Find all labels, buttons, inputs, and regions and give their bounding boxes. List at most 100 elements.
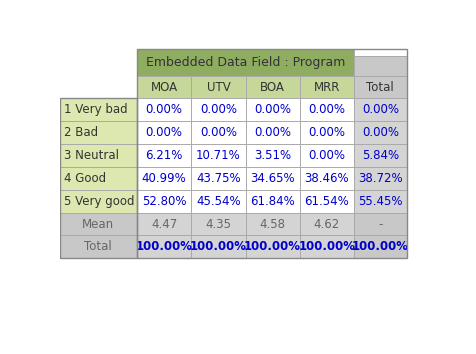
Text: 4.62: 4.62 bbox=[314, 218, 340, 231]
Text: 52.80%: 52.80% bbox=[142, 195, 187, 209]
Bar bbox=[300, 213, 354, 235]
Bar bbox=[354, 235, 407, 258]
Bar bbox=[246, 213, 300, 235]
Bar bbox=[246, 167, 300, 190]
Bar bbox=[191, 144, 246, 167]
Bar bbox=[354, 190, 407, 213]
Text: Embedded Data Field : Program: Embedded Data Field : Program bbox=[146, 56, 345, 69]
Bar bbox=[354, 98, 407, 121]
Bar bbox=[300, 98, 354, 121]
Bar bbox=[60, 121, 137, 144]
Text: 40.99%: 40.99% bbox=[142, 172, 187, 185]
Bar bbox=[191, 98, 246, 121]
Text: 100.00%: 100.00% bbox=[136, 240, 193, 253]
Text: 10.71%: 10.71% bbox=[196, 149, 241, 162]
Bar bbox=[60, 98, 137, 258]
Bar bbox=[191, 190, 246, 213]
Text: MRR: MRR bbox=[314, 81, 340, 94]
Text: 5 Very good: 5 Very good bbox=[64, 195, 135, 209]
Text: UTV: UTV bbox=[207, 81, 230, 94]
Text: 4 Good: 4 Good bbox=[64, 172, 106, 185]
Bar bbox=[246, 235, 300, 258]
Bar bbox=[137, 235, 191, 258]
Text: 0.00%: 0.00% bbox=[362, 126, 399, 139]
Text: 0.00%: 0.00% bbox=[308, 103, 346, 116]
Text: BOA: BOA bbox=[260, 81, 285, 94]
Text: 0.00%: 0.00% bbox=[308, 126, 346, 139]
Bar bbox=[60, 190, 137, 213]
Bar bbox=[60, 98, 137, 121]
Text: 1 Very bad: 1 Very bad bbox=[64, 103, 128, 116]
Bar bbox=[60, 213, 137, 235]
Text: 0.00%: 0.00% bbox=[200, 126, 237, 139]
Text: -: - bbox=[378, 218, 383, 231]
Text: 0.00%: 0.00% bbox=[254, 103, 291, 116]
Bar bbox=[246, 190, 300, 213]
Text: 3 Neutral: 3 Neutral bbox=[64, 149, 119, 162]
Bar bbox=[300, 235, 354, 258]
Bar bbox=[137, 76, 191, 98]
Bar bbox=[246, 98, 300, 121]
Bar bbox=[60, 48, 137, 76]
Bar bbox=[300, 121, 354, 144]
Bar bbox=[137, 48, 407, 258]
Bar bbox=[354, 76, 407, 98]
Text: 100.00%: 100.00% bbox=[298, 240, 356, 253]
Bar bbox=[191, 121, 246, 144]
Bar bbox=[354, 56, 407, 76]
Text: 4.58: 4.58 bbox=[259, 218, 286, 231]
Bar bbox=[137, 144, 191, 167]
Bar bbox=[60, 167, 137, 190]
Bar bbox=[191, 213, 246, 235]
Text: MOA: MOA bbox=[150, 81, 178, 94]
Bar bbox=[137, 190, 191, 213]
Text: Mean: Mean bbox=[82, 218, 114, 231]
Bar bbox=[137, 48, 354, 76]
Text: 0.00%: 0.00% bbox=[200, 103, 237, 116]
Bar bbox=[246, 76, 300, 98]
Text: 100.00%: 100.00% bbox=[352, 240, 409, 253]
Bar bbox=[137, 167, 191, 190]
Text: 2 Bad: 2 Bad bbox=[64, 126, 98, 139]
Text: 38.46%: 38.46% bbox=[305, 172, 349, 185]
Text: 55.45%: 55.45% bbox=[358, 195, 403, 209]
Text: 38.72%: 38.72% bbox=[358, 172, 403, 185]
Text: 34.65%: 34.65% bbox=[250, 172, 295, 185]
Text: 5.84%: 5.84% bbox=[362, 149, 399, 162]
Bar bbox=[137, 98, 191, 121]
Bar bbox=[60, 76, 137, 98]
Text: 0.00%: 0.00% bbox=[308, 149, 346, 162]
Bar bbox=[60, 144, 137, 167]
Text: 6.21%: 6.21% bbox=[146, 149, 183, 162]
Bar bbox=[60, 235, 137, 258]
Bar bbox=[354, 213, 407, 235]
Text: 3.51%: 3.51% bbox=[254, 149, 291, 162]
Bar bbox=[191, 235, 246, 258]
Text: 0.00%: 0.00% bbox=[146, 126, 183, 139]
Text: 0.00%: 0.00% bbox=[362, 103, 399, 116]
Bar bbox=[300, 190, 354, 213]
Text: 43.75%: 43.75% bbox=[196, 172, 241, 185]
Text: 4.35: 4.35 bbox=[205, 218, 231, 231]
Bar bbox=[191, 76, 246, 98]
Text: 100.00%: 100.00% bbox=[190, 240, 247, 253]
Text: 4.47: 4.47 bbox=[151, 218, 177, 231]
Text: Total: Total bbox=[367, 81, 394, 94]
Bar bbox=[137, 213, 191, 235]
Text: 61.54%: 61.54% bbox=[305, 195, 349, 209]
Text: 45.54%: 45.54% bbox=[196, 195, 241, 209]
Bar bbox=[191, 167, 246, 190]
Bar bbox=[300, 167, 354, 190]
Text: Total: Total bbox=[84, 240, 112, 253]
Bar bbox=[354, 121, 407, 144]
Text: 100.00%: 100.00% bbox=[244, 240, 301, 253]
Bar bbox=[354, 144, 407, 167]
Text: 0.00%: 0.00% bbox=[146, 103, 183, 116]
Bar bbox=[246, 144, 300, 167]
Bar bbox=[137, 121, 191, 144]
Bar bbox=[300, 76, 354, 98]
Bar bbox=[300, 144, 354, 167]
Bar bbox=[354, 167, 407, 190]
Bar bbox=[246, 121, 300, 144]
Text: 61.84%: 61.84% bbox=[250, 195, 295, 209]
